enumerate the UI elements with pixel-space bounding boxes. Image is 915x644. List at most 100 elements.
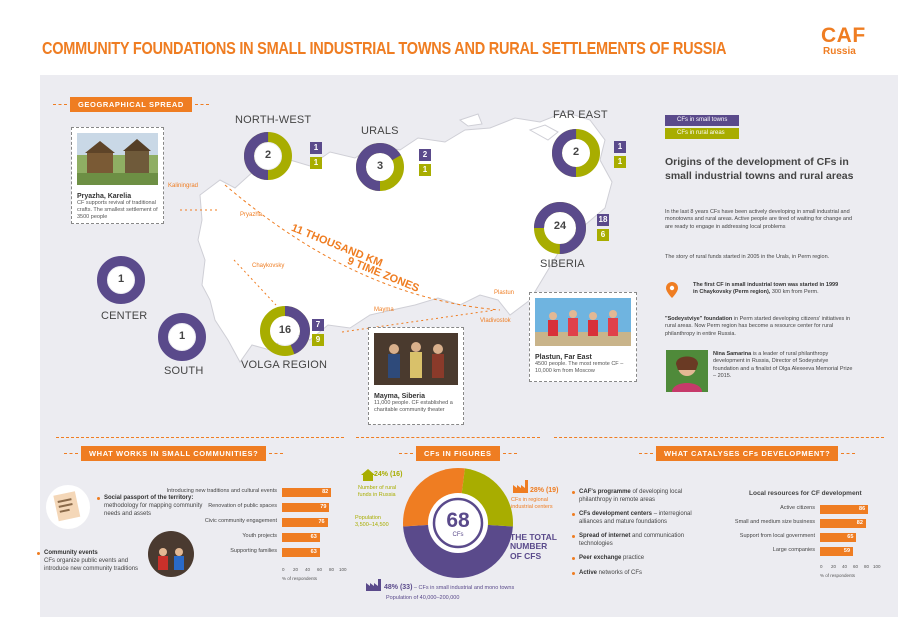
photo-mayma xyxy=(374,333,458,385)
catalyse-bar-label: Small and medium size business xyxy=(734,519,815,525)
figures-tag: CFs IN FIGURES xyxy=(399,446,517,461)
figures-total: 68 xyxy=(446,509,470,532)
legend-rural: CFs in rural areas xyxy=(665,128,739,139)
catalyse-axis-label: % of respondents xyxy=(820,573,856,578)
catalyse-bar-value: 82 xyxy=(856,520,863,526)
urals-towns: 2 xyxy=(419,149,431,161)
catalyse-bar-bar: 65 xyxy=(820,533,857,542)
north-west-donut xyxy=(244,132,292,180)
map-islands xyxy=(458,113,559,141)
works-bar-label: Renovation of public spaces xyxy=(208,503,277,509)
origins-p1: In the last 8 years CFs have been active… xyxy=(665,209,853,230)
catalyse-bar-row: Large companies 59 xyxy=(773,547,876,556)
card-pryazha: Pryazha, Karelia CF supports revival of … xyxy=(71,127,164,224)
far-east-rural: 1 xyxy=(614,156,626,168)
catalyse-item-4-b: Peer exchange xyxy=(579,555,622,561)
mayma-text: 11,000 people. CF established a charitab… xyxy=(374,400,453,414)
far-east-donut xyxy=(552,129,600,177)
works-bar-row: Civic community engagement 76 xyxy=(205,518,342,527)
works-item-2-text: CFs organize public events and introduce… xyxy=(44,557,139,572)
origins-heading: Origins of the development of CFs in sma… xyxy=(665,156,854,182)
catalyse-bar-label: Support from local government xyxy=(739,533,815,539)
catalyse-tick-20: 20 xyxy=(831,564,837,569)
catalyse-item-4: Peer exchange practice xyxy=(572,555,714,563)
pryazha-text: CF supports revival of traditional craft… xyxy=(77,200,158,221)
origins-p4a: "Sodeystviye" foundation xyxy=(665,316,733,322)
region-urals: URALS xyxy=(361,125,399,137)
north-west-total: 2 xyxy=(264,149,272,161)
catalyse-item-1: CAF's programme of developing local phil… xyxy=(572,489,714,505)
city-plastun: Plastun xyxy=(494,290,515,296)
volga-towns: 7 xyxy=(312,319,324,331)
catalyse-item-2-t: – interregional alliances and mature fou… xyxy=(579,511,692,525)
catalyse-item-5: Active networks of CFs xyxy=(572,570,714,578)
origins-p3: The first CF in small industrial town wa… xyxy=(693,282,843,297)
catalyse-item-1-t: of developing local philanthropy in remo… xyxy=(579,489,683,503)
works-bar-label: Civic community engagement xyxy=(204,518,277,524)
map-shape xyxy=(197,111,613,363)
catalyse-item-5-t: networks of CFs xyxy=(597,570,643,576)
south-total: 1 xyxy=(178,330,186,342)
house-icon xyxy=(361,469,375,481)
origins-p3a: The first CF in small industrial town wa… xyxy=(693,282,839,296)
volga-rural: 9 xyxy=(312,334,324,346)
catalyse-bar-label: Active citizens xyxy=(780,505,815,511)
origins-p3c: 300 km from Perm. xyxy=(770,289,819,296)
works-bar-row: Youth projects 63 xyxy=(242,533,342,542)
catalyse-bar-row: Support from local government 65 xyxy=(740,533,876,542)
photo-pryazha xyxy=(77,133,158,185)
catalyse-tag: WHAT CATALYSES CFs DEVELOPMENT? xyxy=(638,446,856,461)
rural-pop: Population 3,500–14,500 xyxy=(355,515,389,528)
volga-total: 16 xyxy=(278,324,292,336)
legend-towns: CFs in small towns xyxy=(665,115,739,126)
volga-donut xyxy=(260,306,310,356)
location-pin-icon xyxy=(666,282,678,298)
works-tick-0: 0 xyxy=(282,567,285,572)
figures-total-unit: CFs xyxy=(452,532,464,538)
origins-p5a: Nina Samarina xyxy=(713,351,752,357)
catalyse-bar-row: Active citizens 86 xyxy=(780,505,876,514)
catalyse-bar-label: Large companies xyxy=(772,547,815,553)
total-label-1: THE TOTAL xyxy=(510,532,557,542)
catalyse-item-3-b: Spread of internet xyxy=(579,533,631,539)
origins-p5: Nina Samarina is a leader of rural phila… xyxy=(713,351,853,381)
small-pct: 48% (33) xyxy=(384,584,413,591)
works-tick-80: 80 xyxy=(329,567,335,572)
works-bar-bar: 63 xyxy=(282,533,320,542)
catalyse-tick-0: 0 xyxy=(820,564,823,569)
works-item-1-text: methodology for mapping community needs … xyxy=(104,502,203,517)
siberia-towns: 18 xyxy=(597,214,609,226)
region-far-east: FAR EAST xyxy=(553,109,608,121)
industrial-town-icon xyxy=(366,579,381,591)
catalyse-item-2: CFs development centers – interregional … xyxy=(572,511,714,527)
center-total: 1 xyxy=(117,273,125,285)
plastun-title: Plastun, Far East xyxy=(535,354,592,361)
works-bar-label: Supporting families xyxy=(230,548,277,554)
card-plastun: Plastun, Far East 4500 people. The most … xyxy=(529,292,637,382)
works-bar-value: 82 xyxy=(322,489,329,495)
works-bar-value: 76 xyxy=(318,519,325,525)
works-bar-bar: 63 xyxy=(282,548,320,557)
catalyse-item-2-b: CFs development centers xyxy=(579,511,653,517)
region-south: SOUTH xyxy=(164,365,204,377)
city-mayma: Mayma xyxy=(374,307,394,313)
north-west-towns: 1 xyxy=(310,142,322,154)
works-item-2: Community events CFs organize public even… xyxy=(37,550,144,573)
russia-map xyxy=(180,111,613,363)
works-bar-bar: 76 xyxy=(282,518,328,527)
card-mayma: Mayma, Siberia 11,000 people. CF establi… xyxy=(368,327,464,425)
catalyse-bar-bar: 82 xyxy=(820,519,866,528)
portrait-photo xyxy=(666,350,708,392)
regional-pct: 28% (19) xyxy=(530,487,559,494)
region-center: CENTER xyxy=(101,310,148,322)
catalyse-bar-bar: 86 xyxy=(820,505,869,514)
catalyse-item-5-b: Active xyxy=(579,570,598,576)
works-tick-60: 60 xyxy=(317,567,323,572)
far-east-towns: 1 xyxy=(614,141,626,153)
south-donut xyxy=(158,313,206,361)
catalyse-bar-bar: 59 xyxy=(820,547,854,556)
rural-text: Number of rural funds in Russia xyxy=(358,485,397,498)
catalyse-item-3: Spread of internet and communication tec… xyxy=(572,533,714,549)
urals-total: 3 xyxy=(376,160,384,172)
works-tag: WHAT WORKS IN SMALL COMMUNITIES? xyxy=(63,446,284,461)
